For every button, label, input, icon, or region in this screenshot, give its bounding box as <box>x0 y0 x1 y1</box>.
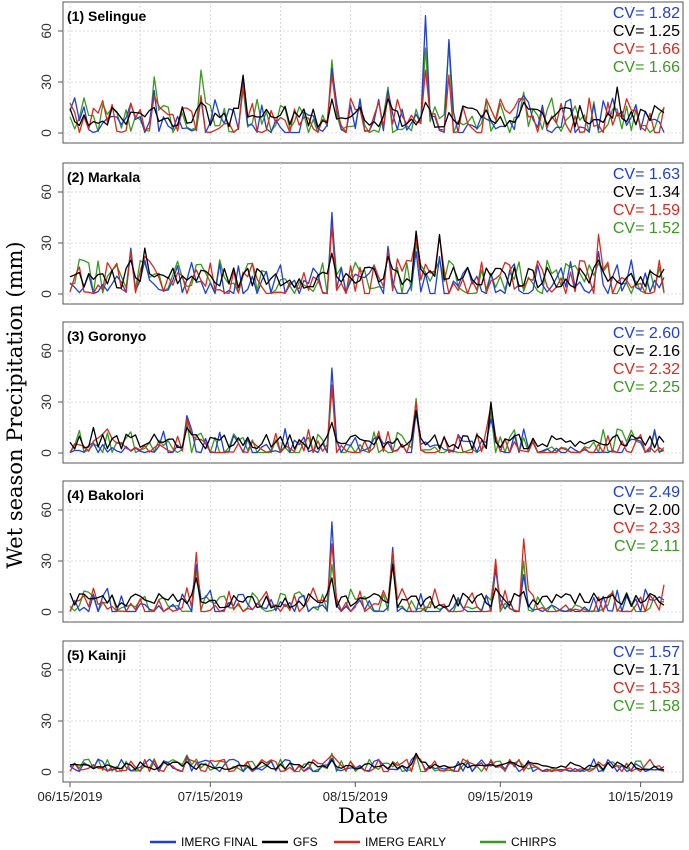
panel-title: (3) Goronyo <box>67 328 146 344</box>
cv-label: CV= 1.82 <box>613 5 680 22</box>
y-tick-label: 60 <box>38 502 54 518</box>
y-tick-label: 30 <box>38 394 54 410</box>
legend-label: GFS <box>293 835 318 849</box>
cv-label: CV= 1.71 <box>613 662 680 679</box>
panel-frame <box>62 480 684 623</box>
series-line-imerg-final <box>69 367 665 454</box>
cv-label: CV= 1.57 <box>613 644 680 661</box>
series-line-gfs <box>69 401 665 450</box>
series-line-imerg-early <box>69 538 665 613</box>
y-axis-title: Wet season Precipitation (mm) <box>3 241 27 568</box>
panel-frame <box>62 640 684 783</box>
cv-label: CV= 1.52 <box>613 220 680 237</box>
cv-label: CV= 2.25 <box>613 379 680 396</box>
y-tick-label: 0 <box>38 768 54 776</box>
cv-label: CV= 1.59 <box>613 202 680 219</box>
panel-title: (2) Markala <box>67 169 140 185</box>
x-axis-title: Date <box>338 804 388 828</box>
series-line-imerg-early <box>69 384 665 454</box>
cv-label: CV= 1.25 <box>613 23 680 40</box>
y-tick-label: 60 <box>38 23 54 39</box>
y-tick-label: 0 <box>38 608 54 616</box>
y-tick-label: 0 <box>38 129 54 137</box>
cv-label: CV= 1.58 <box>613 698 680 715</box>
cv-label: CV= 2.16 <box>613 343 680 360</box>
y-tick-label: 60 <box>38 184 54 200</box>
series-line-chirps <box>69 42 665 134</box>
panel-title: (4) Bakolori <box>67 487 144 503</box>
series-line-chirps <box>69 218 665 295</box>
cv-label: CV= 1.63 <box>613 166 680 183</box>
cv-label: CV= 1.34 <box>613 184 680 201</box>
cv-label: CV= 2.49 <box>613 484 680 501</box>
series-line-gfs <box>69 752 665 771</box>
x-tick-label: 09/15/2019 <box>468 789 533 804</box>
series-line-imerg-final <box>69 15 665 134</box>
legend: IMERG FINAL GFS IMERG EARLY CHIRPS <box>150 835 556 849</box>
y-tick-label: 60 <box>38 662 54 678</box>
panel-frame <box>62 1 684 144</box>
x-tick-label: 10/15/2019 <box>608 789 673 804</box>
y-tick-label: 0 <box>38 449 54 457</box>
x-axis-ticks: 06/15/2019 07/15/2019 08/15/2019 09/15/2019… <box>37 782 673 804</box>
x-tick-label: 07/15/2019 <box>178 789 243 804</box>
cv-label: CV= 2.11 <box>614 538 680 555</box>
legend-label: IMERG EARLY <box>365 835 446 849</box>
y-tick-label: 0 <box>38 290 54 298</box>
series-line-imerg-early <box>69 225 665 295</box>
x-tick-label: 08/15/2019 <box>323 789 388 804</box>
cv-label: CV= 2.00 <box>613 502 680 519</box>
cv-label: CV= 1.66 <box>613 41 680 58</box>
series-line-imerg-final <box>69 211 665 295</box>
series-line-gfs <box>69 230 665 289</box>
panel-title: (5) Kainji <box>67 647 126 663</box>
cv-label: CV= 2.32 <box>613 361 680 378</box>
cv-label: CV= 1.66 <box>613 59 680 76</box>
y-tick-label: 30 <box>38 74 54 90</box>
y-tick-label: 60 <box>38 343 54 359</box>
x-tick-label: 06/15/2019 <box>37 789 102 804</box>
cv-label: CV= 2.60 <box>613 325 680 342</box>
cv-label: CV= 2.33 <box>613 520 680 537</box>
panel-title: (1) Selingue <box>67 8 147 24</box>
y-tick-label: 30 <box>38 713 54 729</box>
series-line-chirps <box>69 387 665 454</box>
y-tick-label: 30 <box>38 553 54 569</box>
series-line-gfs <box>69 563 665 609</box>
panel-frame <box>62 162 684 305</box>
legend-label: CHIRPS <box>511 835 556 849</box>
legend-label: IMERG FINAL <box>181 835 258 849</box>
panel-frame <box>62 321 684 464</box>
series-line-gfs <box>69 74 665 128</box>
y-tick-label: 30 <box>38 235 54 251</box>
cv-label: CV= 1.53 <box>613 680 680 697</box>
series-line-imerg-early <box>69 69 665 134</box>
